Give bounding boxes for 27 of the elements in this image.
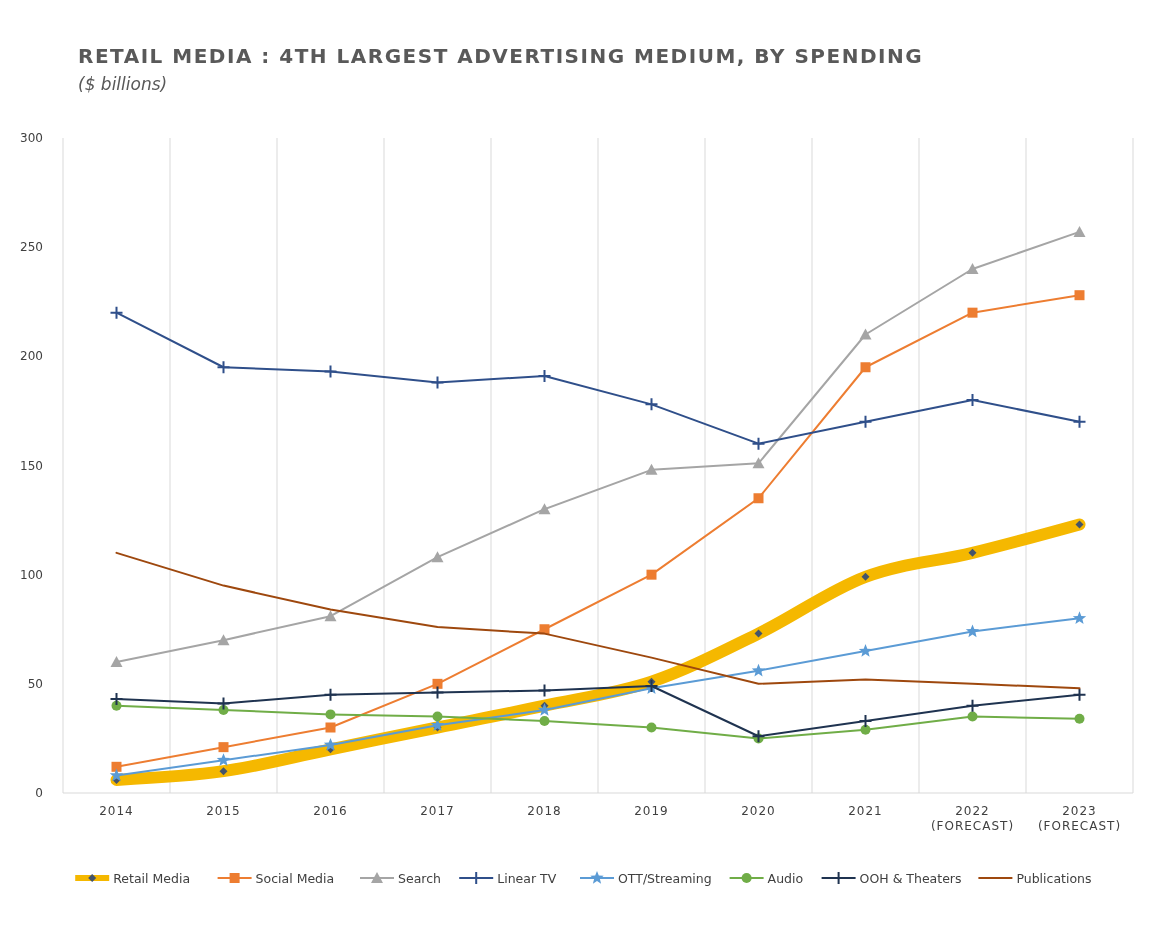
x-tick-label: 2020 xyxy=(741,804,776,818)
legend-label: Social Media xyxy=(255,871,335,886)
y-tick-label: 200 xyxy=(20,349,43,364)
x-tick-label: 2018 xyxy=(527,804,562,818)
x-tick-label: 2019 xyxy=(634,804,669,818)
legend-label: Search xyxy=(398,871,441,886)
legend-label: Audio xyxy=(767,871,804,886)
x-tick-label: 2023 (FORECAST) xyxy=(1037,804,1122,833)
y-tick-label: 150 xyxy=(20,458,43,473)
legend-label: Retail Media xyxy=(113,871,191,886)
y-tick-label: 300 xyxy=(20,131,43,145)
x-tick-label: 2021 xyxy=(848,804,883,818)
x-tick-label: 2014 xyxy=(99,804,134,818)
y-tick-label: 0 xyxy=(35,786,43,800)
y-tick-label: 100 xyxy=(20,567,43,582)
x-tick-label: 2017 xyxy=(420,804,455,818)
legend-label: Publications xyxy=(1016,871,1092,886)
chart-title: RETAIL MEDIA : 4TH LARGEST ADVERTISING MEDIUM, BY SPENDING xyxy=(78,44,924,68)
x-tick-label: 2016 xyxy=(313,804,348,818)
y-tick-label: 50 xyxy=(27,676,43,691)
x-tick-label: 2015 xyxy=(206,804,241,818)
chart-subtitle: ($ billions) xyxy=(78,74,168,94)
y-tick-label: 250 xyxy=(20,240,43,255)
legend-label: OTT/Streaming xyxy=(618,871,712,886)
legend-label: OOH & Theaters xyxy=(859,871,962,886)
x-tick-label: 2022 (FORECAST) xyxy=(930,804,1015,833)
legend-label: Linear TV xyxy=(497,871,557,886)
